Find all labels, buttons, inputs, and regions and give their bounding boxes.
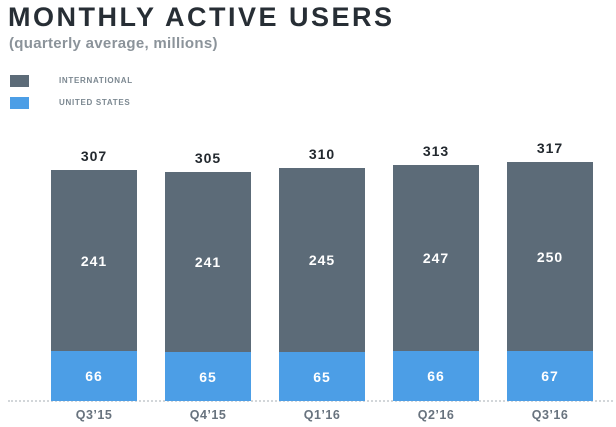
x-axis-label: Q2’16 <box>417 408 455 422</box>
bar-segment-international: 241 <box>165 172 251 352</box>
legend: INTERNATIONAL UNITED STATES <box>10 74 133 118</box>
x-axis-label: Q3’16 <box>531 408 569 422</box>
bar-stack: 241 65 <box>165 172 251 401</box>
bar-stack: 245 65 <box>279 168 365 401</box>
bar-group: 305 241 65 <box>165 150 251 401</box>
bar-segment-international: 241 <box>51 170 137 351</box>
bar-segment-united-states: 66 <box>51 351 137 401</box>
legend-item-international: INTERNATIONAL <box>10 74 133 87</box>
chart-subtitle: (quarterly average, millions) <box>9 35 218 52</box>
bar-group: 317 250 67 <box>507 140 593 401</box>
legend-label-international: INTERNATIONAL <box>59 76 133 85</box>
x-axis-label: Q3’15 <box>75 408 113 422</box>
bar-segment-international: 245 <box>279 168 365 352</box>
x-axis-label: Q1’16 <box>303 408 341 422</box>
bar-stack: 241 66 <box>51 170 137 401</box>
bar-total-label: 317 <box>536 140 564 156</box>
international-swatch-icon <box>10 74 29 87</box>
chart-title: MONTHLY ACTIVE USERS <box>8 2 395 32</box>
bar-total-label: 305 <box>194 150 222 166</box>
legend-item-united-states: UNITED STATES <box>10 96 133 109</box>
bar-segment-international: 250 <box>507 162 593 351</box>
bar-total-label: 310 <box>308 146 336 162</box>
bar-total-label: 313 <box>422 143 450 159</box>
bar-segment-international: 247 <box>393 165 479 351</box>
bar-group: 310 245 65 <box>279 146 365 401</box>
bar-segment-united-states: 67 <box>507 351 593 401</box>
bar-stack: 250 67 <box>507 162 593 401</box>
x-axis-label: Q4’15 <box>189 408 227 422</box>
legend-label-united-states: UNITED STATES <box>59 98 131 107</box>
bar-segment-united-states: 66 <box>393 351 479 401</box>
bar-segment-united-states: 65 <box>165 352 251 401</box>
bar-group: 313 247 66 <box>393 143 479 401</box>
x-axis-baseline <box>8 400 613 402</box>
bar-total-label: 307 <box>80 148 108 164</box>
bar-stack: 247 66 <box>393 165 479 401</box>
bar-group: 307 241 66 <box>51 148 137 401</box>
united-states-swatch-icon <box>10 96 29 109</box>
bar-segment-united-states: 65 <box>279 352 365 401</box>
